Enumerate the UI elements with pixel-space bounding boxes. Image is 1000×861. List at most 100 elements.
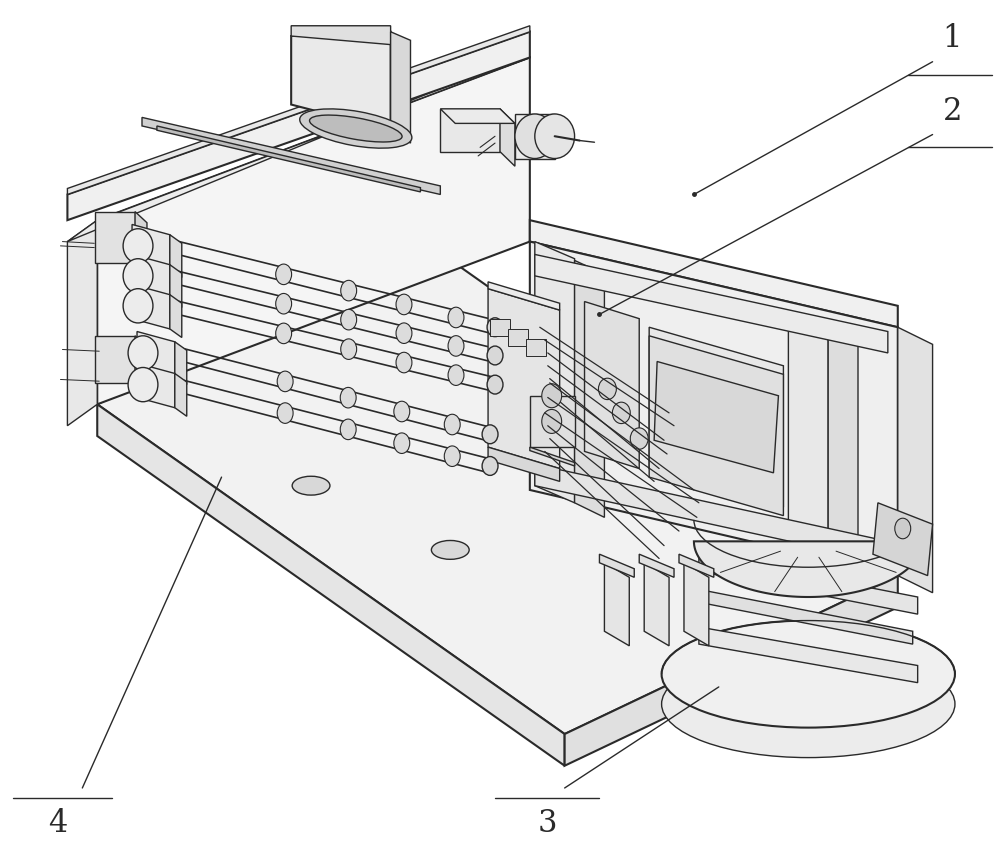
Ellipse shape xyxy=(487,375,503,394)
Polygon shape xyxy=(291,27,391,46)
Polygon shape xyxy=(515,115,555,159)
Polygon shape xyxy=(135,213,147,275)
Ellipse shape xyxy=(482,457,498,476)
Bar xyxy=(508,330,528,347)
Text: 1: 1 xyxy=(943,23,962,54)
Polygon shape xyxy=(391,33,411,144)
Ellipse shape xyxy=(487,347,503,365)
Polygon shape xyxy=(684,563,709,646)
Polygon shape xyxy=(530,242,898,576)
Ellipse shape xyxy=(612,403,630,424)
Polygon shape xyxy=(137,332,175,376)
Text: 2: 2 xyxy=(943,96,962,127)
Polygon shape xyxy=(67,221,97,426)
Ellipse shape xyxy=(662,621,955,728)
Ellipse shape xyxy=(123,230,153,263)
Ellipse shape xyxy=(128,337,158,370)
Ellipse shape xyxy=(277,403,293,424)
Polygon shape xyxy=(67,59,530,242)
Polygon shape xyxy=(175,343,187,385)
Polygon shape xyxy=(585,302,639,469)
Ellipse shape xyxy=(310,116,402,143)
Polygon shape xyxy=(132,226,170,269)
Ellipse shape xyxy=(487,319,503,338)
Polygon shape xyxy=(604,563,629,646)
Polygon shape xyxy=(142,118,440,195)
Ellipse shape xyxy=(340,388,356,408)
Polygon shape xyxy=(97,59,530,405)
Ellipse shape xyxy=(482,425,498,444)
Polygon shape xyxy=(694,589,913,644)
Ellipse shape xyxy=(598,379,616,400)
Text: 3: 3 xyxy=(538,807,557,838)
Polygon shape xyxy=(699,554,918,615)
Polygon shape xyxy=(788,314,828,559)
Ellipse shape xyxy=(128,368,158,402)
Ellipse shape xyxy=(277,372,293,393)
Ellipse shape xyxy=(394,402,410,422)
Polygon shape xyxy=(649,328,783,507)
Polygon shape xyxy=(898,328,933,593)
Polygon shape xyxy=(175,374,187,417)
Polygon shape xyxy=(873,503,933,576)
Bar xyxy=(530,396,575,448)
Polygon shape xyxy=(97,246,898,734)
Polygon shape xyxy=(530,448,575,467)
Polygon shape xyxy=(132,285,170,330)
Ellipse shape xyxy=(276,324,292,344)
Ellipse shape xyxy=(300,109,412,149)
Polygon shape xyxy=(157,127,420,193)
Ellipse shape xyxy=(542,384,562,408)
Polygon shape xyxy=(639,554,674,578)
Polygon shape xyxy=(170,235,182,278)
Polygon shape xyxy=(644,563,669,646)
Ellipse shape xyxy=(394,433,410,454)
Bar xyxy=(490,319,510,337)
Ellipse shape xyxy=(341,281,357,301)
Ellipse shape xyxy=(341,339,357,360)
Ellipse shape xyxy=(662,651,955,758)
Polygon shape xyxy=(679,554,714,578)
Polygon shape xyxy=(535,465,888,563)
Polygon shape xyxy=(67,27,530,195)
Ellipse shape xyxy=(396,294,412,315)
Bar xyxy=(526,340,546,357)
Polygon shape xyxy=(170,265,182,308)
Ellipse shape xyxy=(444,415,460,436)
Ellipse shape xyxy=(895,518,911,539)
Polygon shape xyxy=(137,364,175,408)
Polygon shape xyxy=(828,330,858,573)
Ellipse shape xyxy=(542,410,562,434)
Ellipse shape xyxy=(630,429,648,449)
Polygon shape xyxy=(535,255,888,354)
Polygon shape xyxy=(291,33,391,131)
Bar xyxy=(440,109,500,152)
Ellipse shape xyxy=(515,115,555,159)
Polygon shape xyxy=(535,242,575,503)
Polygon shape xyxy=(135,337,147,394)
Ellipse shape xyxy=(444,446,460,467)
Polygon shape xyxy=(699,628,918,683)
Polygon shape xyxy=(694,542,923,598)
Polygon shape xyxy=(132,255,170,300)
Polygon shape xyxy=(599,554,634,578)
Polygon shape xyxy=(488,282,560,311)
Ellipse shape xyxy=(276,294,292,314)
Polygon shape xyxy=(67,33,530,221)
Polygon shape xyxy=(440,109,515,124)
Ellipse shape xyxy=(448,337,464,356)
Ellipse shape xyxy=(431,541,469,560)
Polygon shape xyxy=(649,337,783,516)
Ellipse shape xyxy=(396,324,412,344)
Ellipse shape xyxy=(123,259,153,294)
Bar xyxy=(95,337,135,383)
Polygon shape xyxy=(565,576,898,765)
Ellipse shape xyxy=(123,289,153,324)
Ellipse shape xyxy=(276,264,292,285)
Ellipse shape xyxy=(448,308,464,328)
Ellipse shape xyxy=(396,353,412,374)
Text: 4: 4 xyxy=(48,807,67,838)
Polygon shape xyxy=(530,221,898,328)
Ellipse shape xyxy=(340,419,356,440)
Ellipse shape xyxy=(292,477,330,496)
